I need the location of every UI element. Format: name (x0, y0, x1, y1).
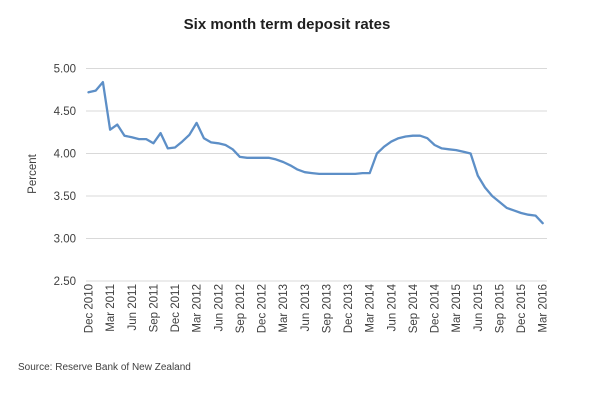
x-tick-label: Dec 2011 (170, 284, 182, 332)
y-tick-label: 3.00 (54, 234, 76, 246)
x-tick-label: Jun 2011 (127, 284, 139, 330)
x-tick-label: Mar 2011 (105, 284, 117, 332)
y-tick-label: 4.00 (54, 149, 76, 161)
x-tick-label: Jun 2012 (213, 284, 225, 331)
x-tick-label: Dec 2012 (257, 284, 269, 333)
y-tick-label: 4.50 (54, 106, 76, 118)
x-tick-label: Jun 2015 (473, 284, 485, 331)
y-tick-label: 3.50 (54, 191, 76, 203)
chart-title: Six month term deposit rates (183, 16, 391, 33)
x-tick-label: Dec 2013 (343, 284, 355, 333)
x-tick-label: Sep 2015 (494, 284, 506, 333)
x-tick-label: Mar 2016 (538, 284, 550, 333)
x-tick-label: Sep 2014 (408, 283, 420, 333)
x-tick-label: Mar 2012 (192, 284, 204, 333)
y-axis-title: Percent (27, 153, 39, 193)
x-tick-label: Mar 2015 (451, 284, 463, 333)
x-tick-label: Sep 2012 (235, 284, 247, 333)
x-tick-label: Dec 2010 (84, 284, 96, 333)
x-tick-label: Sep 2013 (321, 284, 333, 333)
x-tick-label: Mar 2013 (278, 284, 290, 333)
y-tick-label: 2.50 (54, 276, 76, 288)
source-note: Source: Reserve Bank of New Zealand (18, 362, 191, 373)
x-tick-label: Jun 2013 (300, 284, 312, 331)
x-tick-label: Sep 2011 (148, 284, 160, 332)
x-tick-label: Dec 2015 (516, 284, 528, 333)
x-tick-label: Mar 2014 (365, 283, 377, 332)
y-tick-label: 5.00 (54, 64, 76, 76)
x-tick-label: Dec 2014 (430, 283, 442, 333)
deposit-rate-series-line (87, 80, 544, 225)
x-tick-label: Jun 2014 (386, 283, 398, 331)
